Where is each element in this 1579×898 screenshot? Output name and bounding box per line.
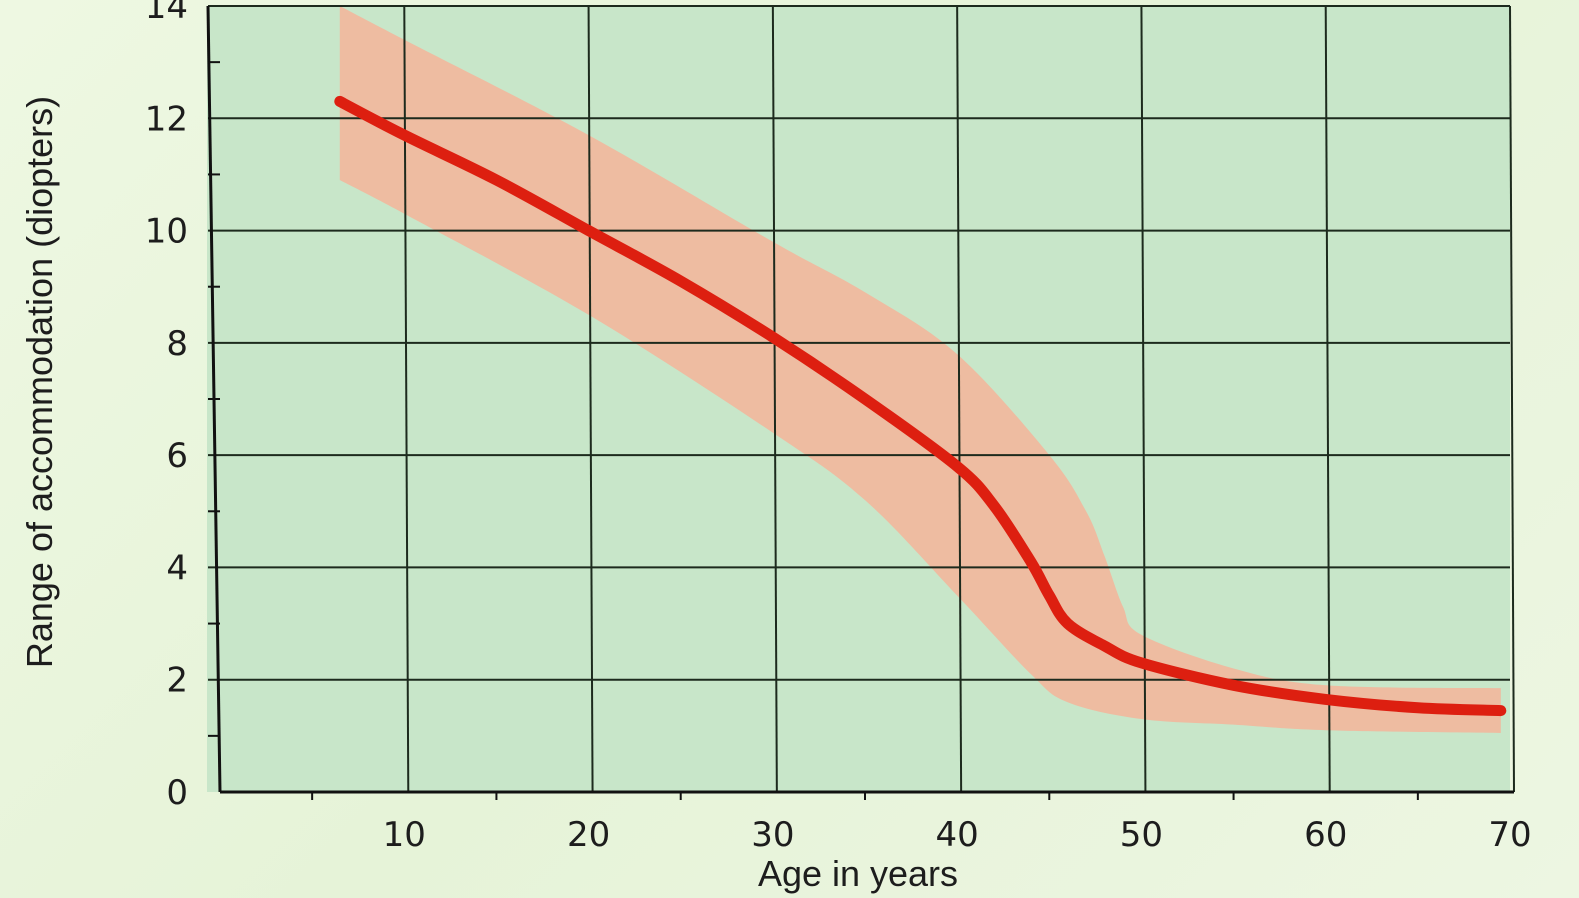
y-tick-label: 4 [166,548,188,588]
y-tick-label: 0 [166,773,188,813]
grid-line-vertical [771,5,778,793]
line-layer [334,95,1507,717]
y-tick-label: 6 [166,436,188,476]
grid-layer [208,5,1515,793]
x-axis-title: Age in years [758,853,958,894]
x-tick-label: 60 [1304,815,1347,855]
x-tick-label: 40 [936,815,979,855]
y-tick-label: 2 [166,661,188,701]
grid-line-vertical [587,5,594,793]
range-band [339,6,1501,733]
x-tick-label: 70 [1488,815,1531,855]
band-layer [339,6,1501,733]
grid-line-vertical [1509,5,1515,793]
axis-layer [206,5,1514,800]
y-axis-title: Range of accommodation (diopters) [19,96,60,668]
grid-line-vertical [1324,5,1331,793]
y-tick-label: 14 [145,0,188,27]
x-tick-label: 50 [1120,815,1163,855]
grid-line-vertical [956,5,963,793]
y-tick-label: 8 [166,324,188,364]
x-tick-label: 10 [383,815,426,855]
y-tick-label: 12 [145,99,188,139]
y-tick-label: 10 [145,212,188,252]
mean-accommodation-line [334,95,1507,717]
label-layer: 10 20 30 40 50 60 70 0 2 4 6 8 10 12 14 [145,0,1532,855]
x-tick-label: 30 [751,815,794,855]
x-tick-label: 20 [567,815,610,855]
